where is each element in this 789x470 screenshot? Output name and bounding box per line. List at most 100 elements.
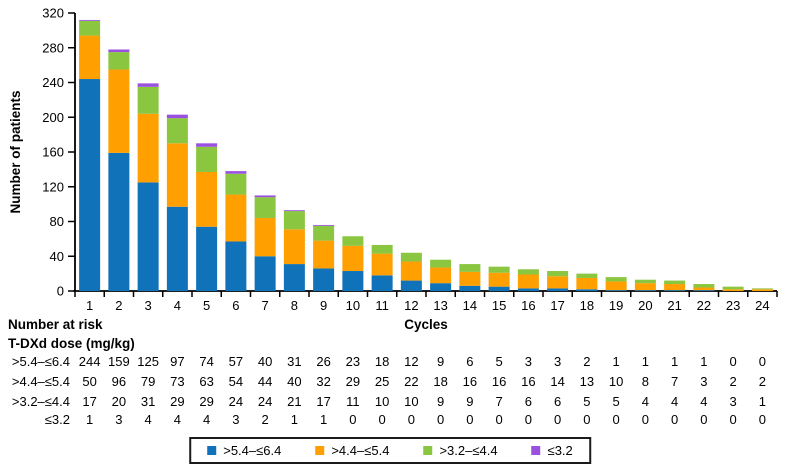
bar-segment-cycle6-series3 xyxy=(225,171,247,174)
legend-label: >5.4–≤6.4 xyxy=(223,443,282,458)
bar-segment-cycle18-series0 xyxy=(576,289,598,291)
bar-segment-cycle21-series1 xyxy=(664,284,686,291)
bar-segment-cycle4-series3 xyxy=(166,114,188,119)
bar-segment-cycle15-series2 xyxy=(488,266,510,273)
risk-value: 14 xyxy=(550,374,564,389)
x-tick-label: 9 xyxy=(320,298,327,313)
risk-value: 0 xyxy=(759,412,766,427)
y-tick-label: 40 xyxy=(50,249,64,264)
risk-value: 5 xyxy=(613,394,620,409)
risk-value: 0 xyxy=(671,412,678,427)
number-at-risk-table: >5.4–≤6.4 244 159 125 97 74 57 40 31 26 23 18 12 9 6 5 3… xyxy=(12,354,766,427)
bar-segment-cycle20-series1 xyxy=(634,283,656,291)
risk-value: 1 xyxy=(671,354,678,369)
bar-segment-cycle21-series2 xyxy=(664,280,686,285)
risk-value: 1 xyxy=(291,412,298,427)
bar-segment-cycle24-series1 xyxy=(751,289,773,291)
bar-segment-cycle13-series0 xyxy=(430,283,452,291)
risk-value: 24 xyxy=(229,394,243,409)
risk-value: 0 xyxy=(466,412,473,427)
x-tick-label: 20 xyxy=(638,298,652,313)
x-tick-label: 17 xyxy=(550,298,564,313)
risk-value: 2 xyxy=(583,354,590,369)
risk-value: 0 xyxy=(730,354,737,369)
bar-segment-cycle22-series2 xyxy=(693,284,715,288)
risk-value: 17 xyxy=(316,394,330,409)
y-tick-label: 320 xyxy=(42,6,64,21)
x-tick-label: 19 xyxy=(609,298,623,313)
legend-label: >4.4–≤5.4 xyxy=(331,443,390,458)
risk-value: 16 xyxy=(463,374,477,389)
risk-value: 7 xyxy=(671,374,678,389)
bar-segment-cycle2-series3 xyxy=(108,49,130,53)
risk-value: 5 xyxy=(583,394,590,409)
risk-value: 50 xyxy=(82,374,96,389)
x-tick-label: 23 xyxy=(726,298,740,313)
bar-segment-cycle12-series0 xyxy=(400,280,422,291)
bar-segment-cycle9-series2 xyxy=(313,225,335,241)
risk-value: 3 xyxy=(554,354,561,369)
bar-segment-cycle18-series1 xyxy=(576,277,598,290)
risk-value: 9 xyxy=(466,394,473,409)
bar-segment-cycle6-series2 xyxy=(225,173,247,195)
x-tick-label: 7 xyxy=(262,298,269,313)
bar-segment-cycle6-series1 xyxy=(225,194,247,242)
risk-value: 40 xyxy=(287,374,301,389)
risk-value: 23 xyxy=(346,354,360,369)
risk-value: 0 xyxy=(349,412,356,427)
bar-segment-cycle17-series2 xyxy=(547,271,569,277)
x-tick-label: 2 xyxy=(115,298,122,313)
bar-segment-cycle7-series0 xyxy=(254,256,276,291)
bar-segment-cycle2-series1 xyxy=(108,69,130,153)
risk-value: 9 xyxy=(437,394,444,409)
risk-value: 4 xyxy=(203,412,210,427)
risk-value: 125 xyxy=(137,354,159,369)
x-tick-label: 5 xyxy=(203,298,210,313)
risk-value: 96 xyxy=(112,374,126,389)
risk-value: 9 xyxy=(437,354,444,369)
bar-segment-cycle8-series0 xyxy=(283,264,305,291)
risk-value: 73 xyxy=(170,374,184,389)
x-tick-label: 1 xyxy=(86,298,93,313)
bar-segment-cycle19-series1 xyxy=(605,281,627,291)
bar-segment-cycle16-series0 xyxy=(517,288,539,291)
bar-segment-cycle21-series0 xyxy=(664,290,686,291)
bar-segment-cycle4-series1 xyxy=(166,143,188,207)
risk-value: 1 xyxy=(320,412,327,427)
bar-segment-cycle7-series3 xyxy=(254,195,276,198)
bar-segment-cycle2-series0 xyxy=(108,152,130,291)
x-tick-label: 15 xyxy=(492,298,506,313)
bar-segment-cycle11-series0 xyxy=(371,275,393,291)
bar-segment-cycle1-series2 xyxy=(79,20,101,36)
legend-swatch-icon xyxy=(315,446,325,455)
x-tick-label: 13 xyxy=(433,298,447,313)
x-tick-label: 3 xyxy=(145,298,152,313)
risk-value: 4 xyxy=(700,394,707,409)
bar-segment-cycle20-series2 xyxy=(634,279,656,284)
bar-segment-cycle12-series1 xyxy=(400,261,422,281)
bar-segment-cycle24-series2 xyxy=(751,288,773,290)
risk-value: 24 xyxy=(258,394,272,409)
risk-value: 0 xyxy=(437,412,444,427)
bar-segment-cycle16-series2 xyxy=(517,269,539,275)
risk-value: 97 xyxy=(170,354,184,369)
legend-item: >3.2–≤4.4 xyxy=(423,443,498,458)
risk-value: 3 xyxy=(115,412,122,427)
risk-value: 0 xyxy=(525,412,532,427)
risk-value: 18 xyxy=(433,374,447,389)
bar-segment-cycle3-series0 xyxy=(137,182,159,291)
risk-row-label: >3.2–≤4.4 xyxy=(12,394,70,409)
risk-value: 63 xyxy=(199,374,213,389)
bar-segment-cycle15-series1 xyxy=(488,272,510,287)
risk-value: 31 xyxy=(141,394,155,409)
bar-segment-cycle9-series3 xyxy=(313,224,335,226)
risk-value: 0 xyxy=(700,412,707,427)
risk-value: 16 xyxy=(521,374,535,389)
legend-label: ≤3.2 xyxy=(547,443,573,458)
bar-segment-cycle4-series2 xyxy=(166,118,188,144)
legend-item: >4.4–≤5.4 xyxy=(315,443,389,458)
risk-value: 0 xyxy=(408,412,415,427)
x-tick-label: 18 xyxy=(580,298,594,313)
